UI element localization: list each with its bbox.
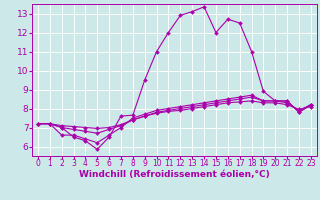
X-axis label: Windchill (Refroidissement éolien,°C): Windchill (Refroidissement éolien,°C) xyxy=(79,170,270,179)
